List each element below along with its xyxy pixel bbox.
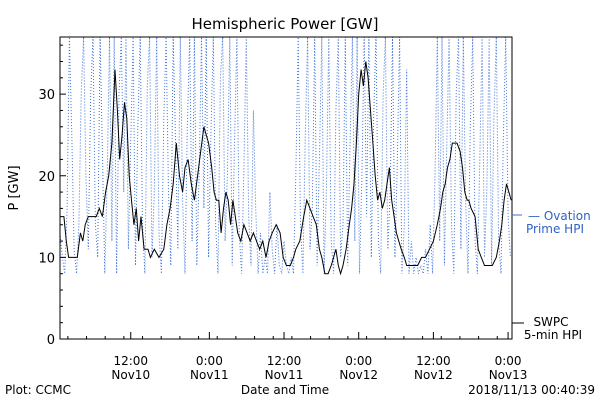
y-tick-label: 20 bbox=[38, 170, 55, 185]
y-tick-label: 10 bbox=[38, 251, 55, 266]
y-axis-label: P [GW] bbox=[7, 165, 22, 210]
x-tick-date-label: Nov12 bbox=[414, 368, 453, 382]
x-axis-label: Date and Time bbox=[241, 383, 329, 397]
y-tick-label: 0 bbox=[47, 333, 55, 348]
plot-timestamp: 2018/11/13 00:40:39 bbox=[468, 383, 595, 397]
x-tick-time-label: 12:00 bbox=[416, 354, 451, 368]
ovation-prime-series bbox=[60, 37, 511, 274]
x-tick-time-label: 12:00 bbox=[267, 354, 302, 368]
y-tick-label: 30 bbox=[38, 88, 55, 103]
x-tick-date-label: Nov11 bbox=[190, 368, 229, 382]
x-tick-date-label: Nov11 bbox=[265, 368, 304, 382]
legend-ovation-line2: Prime HPI bbox=[526, 222, 584, 236]
x-tick-date-label: Nov13 bbox=[489, 368, 528, 382]
legend-ovation-line1: — Ovation bbox=[528, 209, 591, 223]
x-tick-time-label: 0:00 bbox=[495, 354, 522, 368]
x-axis-ticks: 12:00Nov100:00Nov1112:00Nov110:00Nov1212… bbox=[67, 332, 528, 382]
x-tick-time-label: 0:00 bbox=[345, 354, 372, 368]
swpc-hpi-series bbox=[60, 61, 512, 276]
plot-frame bbox=[59, 36, 513, 340]
y-axis-ticks: 0 10 20 30 bbox=[38, 44, 66, 348]
plot-area bbox=[60, 37, 512, 276]
legend-swpc-line1: SWPC bbox=[533, 315, 568, 329]
x-tick-date-label: Nov12 bbox=[339, 368, 378, 382]
x-tick-time-label: 12:00 bbox=[113, 354, 148, 368]
x-tick-time-label: 0:00 bbox=[196, 354, 223, 368]
legend-swpc-line2: 5-min HPI bbox=[524, 328, 582, 342]
chart-title: Hemispheric Power [GW] bbox=[192, 15, 379, 33]
x-tick-date-label: Nov10 bbox=[111, 368, 150, 382]
plot-credit: Plot: CCMC bbox=[5, 383, 71, 397]
